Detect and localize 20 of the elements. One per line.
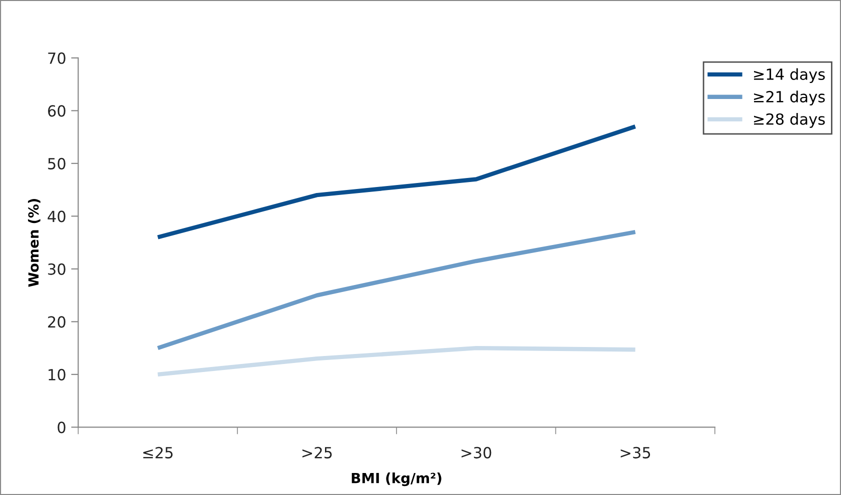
y-tick-label: 50 (48, 158, 66, 170)
x-tick-label: >35 (620, 446, 650, 458)
line-series (156, 230, 638, 350)
x-tick-label: >30 (462, 446, 492, 458)
x-tick-label: >25 (302, 446, 332, 458)
y-tick-label: 30 (48, 263, 66, 275)
y-tick-label: 70 (48, 52, 66, 64)
y-tick-label: 10 (48, 368, 66, 380)
x-tick-label: ≤25 (143, 446, 173, 458)
legend-label: ≥21 days (754, 90, 825, 106)
line-series (156, 346, 638, 377)
y-tick-label: 0 (58, 422, 66, 434)
y-tick-label: 40 (48, 210, 66, 222)
y-tick-label: 20 (48, 316, 66, 328)
line-series (156, 124, 638, 240)
legend-label: ≥28 days (754, 113, 825, 128)
y-tick-label: 60 (48, 105, 66, 117)
legend-label: ≥14 days (754, 68, 825, 83)
x-axis-title: BMI (kg/m²) (352, 472, 442, 486)
y-axis-title: Women (%) (28, 198, 40, 287)
